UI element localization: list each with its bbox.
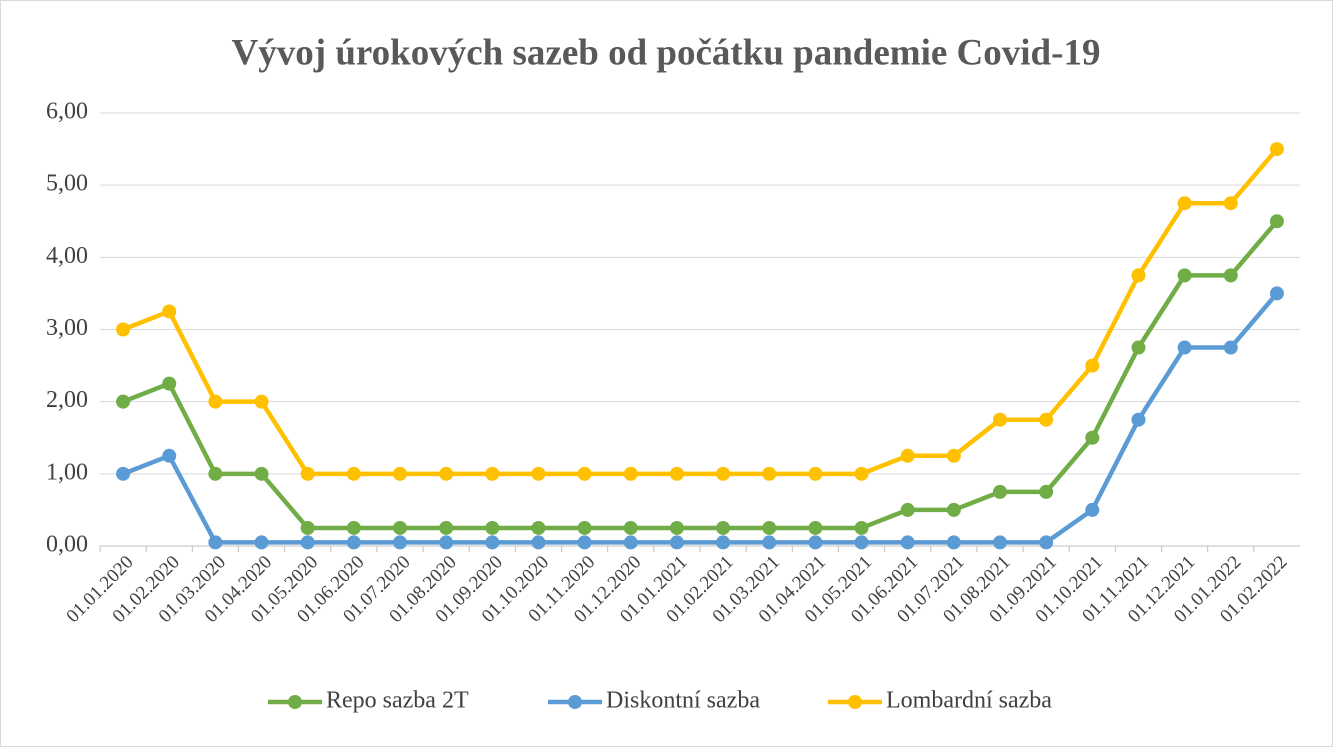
data-point: [1039, 484, 1054, 499]
data-point: [854, 535, 869, 550]
data-point: [1039, 535, 1054, 550]
data-point: [254, 466, 269, 481]
data-point: [485, 466, 500, 481]
data-point: [393, 520, 407, 535]
data-point: [854, 520, 869, 535]
data-point: [346, 520, 361, 535]
data-point: [669, 520, 684, 535]
data-point: [162, 376, 177, 391]
data-point: [1269, 142, 1284, 157]
data-point: [577, 535, 592, 550]
data-point: [946, 535, 961, 550]
data-point: [208, 535, 223, 550]
data-point: [1223, 196, 1238, 211]
data-point: [1085, 430, 1100, 445]
data-point: [1223, 268, 1238, 283]
data-point: [439, 535, 454, 550]
data-point: [300, 520, 315, 535]
data-point: [116, 394, 131, 409]
data-point: [254, 394, 269, 409]
data-point: [762, 520, 777, 535]
data-point: [1085, 502, 1100, 517]
data-point: [439, 520, 454, 535]
data-point: [1039, 412, 1054, 427]
y-tick-label: 4,00: [46, 243, 88, 269]
data-point: [1131, 412, 1146, 427]
y-tick-label: 3,00: [46, 315, 88, 341]
data-point: [716, 520, 731, 535]
data-point: [900, 502, 915, 517]
series-line: [122, 219, 1279, 531]
y-tick-label: 0,00: [46, 532, 88, 558]
data-point: [116, 322, 131, 337]
data-point: [623, 535, 638, 550]
data-point: [162, 448, 177, 463]
data-point: [393, 535, 407, 550]
data-point: [808, 535, 823, 550]
data-point: [1177, 340, 1192, 355]
data-point: [300, 466, 315, 481]
data-point: [346, 466, 361, 481]
data-point: [762, 466, 777, 481]
data-point: [900, 535, 915, 550]
data-point: [993, 484, 1007, 499]
data-point: [208, 394, 223, 409]
chart-title: Vývoj úrokových sazeb od počátku pandemi…: [232, 32, 1101, 73]
data-point: [623, 520, 638, 535]
data-point: [623, 466, 638, 481]
data-point: [669, 535, 684, 550]
data-point: [669, 466, 684, 481]
data-point: [1269, 214, 1284, 229]
data-point: [531, 535, 546, 550]
y-tick-label: 5,00: [46, 171, 88, 197]
legend-label: Repo sazba 2T: [326, 688, 469, 714]
data-point: [716, 535, 731, 550]
data-point: [439, 466, 454, 481]
data-point: [254, 535, 269, 550]
data-point: [946, 448, 961, 463]
data-point: [1269, 286, 1284, 301]
data-point: [808, 520, 823, 535]
data-point: [1131, 340, 1146, 355]
data-point: [485, 535, 500, 550]
data-point: [208, 466, 223, 481]
data-point: [808, 466, 823, 481]
data-point: [577, 520, 592, 535]
y-tick-label: 2,00: [46, 387, 88, 413]
data-point: [531, 520, 546, 535]
data-point: [1177, 196, 1192, 211]
legend-label: Diskontní sazba: [606, 688, 760, 714]
legend-label: Lombardní sazba: [886, 688, 1052, 714]
data-point: [1177, 268, 1192, 283]
data-point: [162, 304, 177, 319]
data-point: [946, 502, 961, 517]
y-tick-label: 6,00: [46, 99, 88, 125]
data-point: [993, 535, 1007, 550]
data-point: [993, 412, 1007, 427]
data-point: [346, 535, 361, 550]
data-point: [716, 466, 731, 481]
data-point: [1223, 340, 1238, 355]
legend-marker: [568, 695, 582, 709]
data-point: [1085, 358, 1100, 373]
data-point: [531, 466, 546, 481]
legend-marker: [288, 695, 302, 709]
data-point: [900, 448, 915, 463]
data-point: [116, 466, 131, 481]
data-point: [1131, 268, 1146, 283]
data-point: [300, 535, 315, 550]
series-line: [122, 291, 1279, 545]
y-tick-label: 1,00: [46, 459, 88, 485]
data-point: [393, 466, 407, 481]
data-point: [485, 520, 500, 535]
data-point: [762, 535, 777, 550]
legend-marker: [848, 695, 862, 709]
data-point: [577, 466, 592, 481]
series-line: [122, 147, 1279, 477]
data-point: [854, 466, 869, 481]
